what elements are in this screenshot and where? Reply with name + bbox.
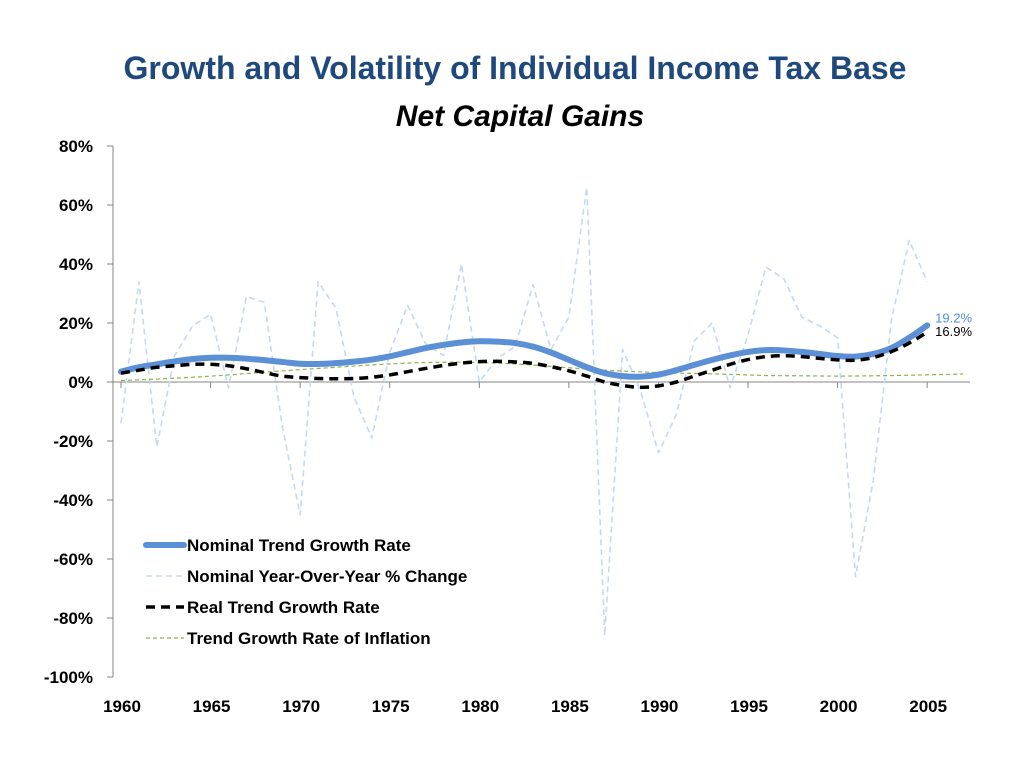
end-value-label: 16.9%	[935, 324, 972, 339]
axes: 80% 60% 40% 20% 0% -20% -40% -60% -80% -100% 1960 1…	[44, 137, 970, 716]
y-tick-label: 40%	[59, 255, 93, 274]
y-tick-label: -40%	[53, 491, 93, 510]
legend: Nominal Trend Growth Rate Nominal Year-Ov…	[143, 536, 467, 648]
annotation-layer: 19.2%16.9%	[935, 310, 972, 339]
series-line-real-trend-growth-rate	[120, 330, 929, 390]
series-layer	[118, 186, 964, 637]
y-tick-label: -80%	[53, 609, 93, 628]
y-tick-label: -20%	[53, 432, 93, 451]
y-tick-label: -100%	[44, 668, 93, 687]
legend-label: Nominal Year-Over-Year % Change	[187, 567, 467, 586]
x-tick-label: 1980	[461, 697, 499, 716]
chart-subtitle: Net Capital Gains	[395, 100, 645, 133]
x-tick-label: 1995	[730, 697, 768, 716]
legend-label: Real Trend Growth Rate	[187, 598, 380, 617]
series-line-nominal-trend-growth-rate	[118, 322, 931, 380]
chart-title: Growth and Volatility of Individual Inco…	[123, 50, 907, 86]
x-tick-label: 1965	[193, 697, 231, 716]
y-tick-label: 20%	[59, 314, 93, 333]
x-tick-label: 1990	[641, 697, 679, 716]
y-tick-label: 60%	[59, 196, 93, 215]
end-value-label: 19.2%	[935, 310, 972, 325]
x-tick-label: 1970	[282, 697, 320, 716]
legend-label: Trend Growth Rate of Inflation	[187, 629, 431, 648]
y-tick-label: -60%	[53, 550, 93, 569]
x-tick-label: 1985	[551, 697, 589, 716]
x-tick-label: 1975	[372, 697, 410, 716]
y-tick-label: 0%	[68, 373, 93, 392]
x-tick-label: 2000	[820, 697, 858, 716]
series-line-nominal-year-over-year-change	[120, 186, 928, 637]
x-tick-label: 2005	[909, 697, 947, 716]
legend-label: Nominal Trend Growth Rate	[187, 536, 411, 555]
y-tick-label: 80%	[59, 137, 93, 156]
x-tick-label: 1960	[103, 697, 141, 716]
